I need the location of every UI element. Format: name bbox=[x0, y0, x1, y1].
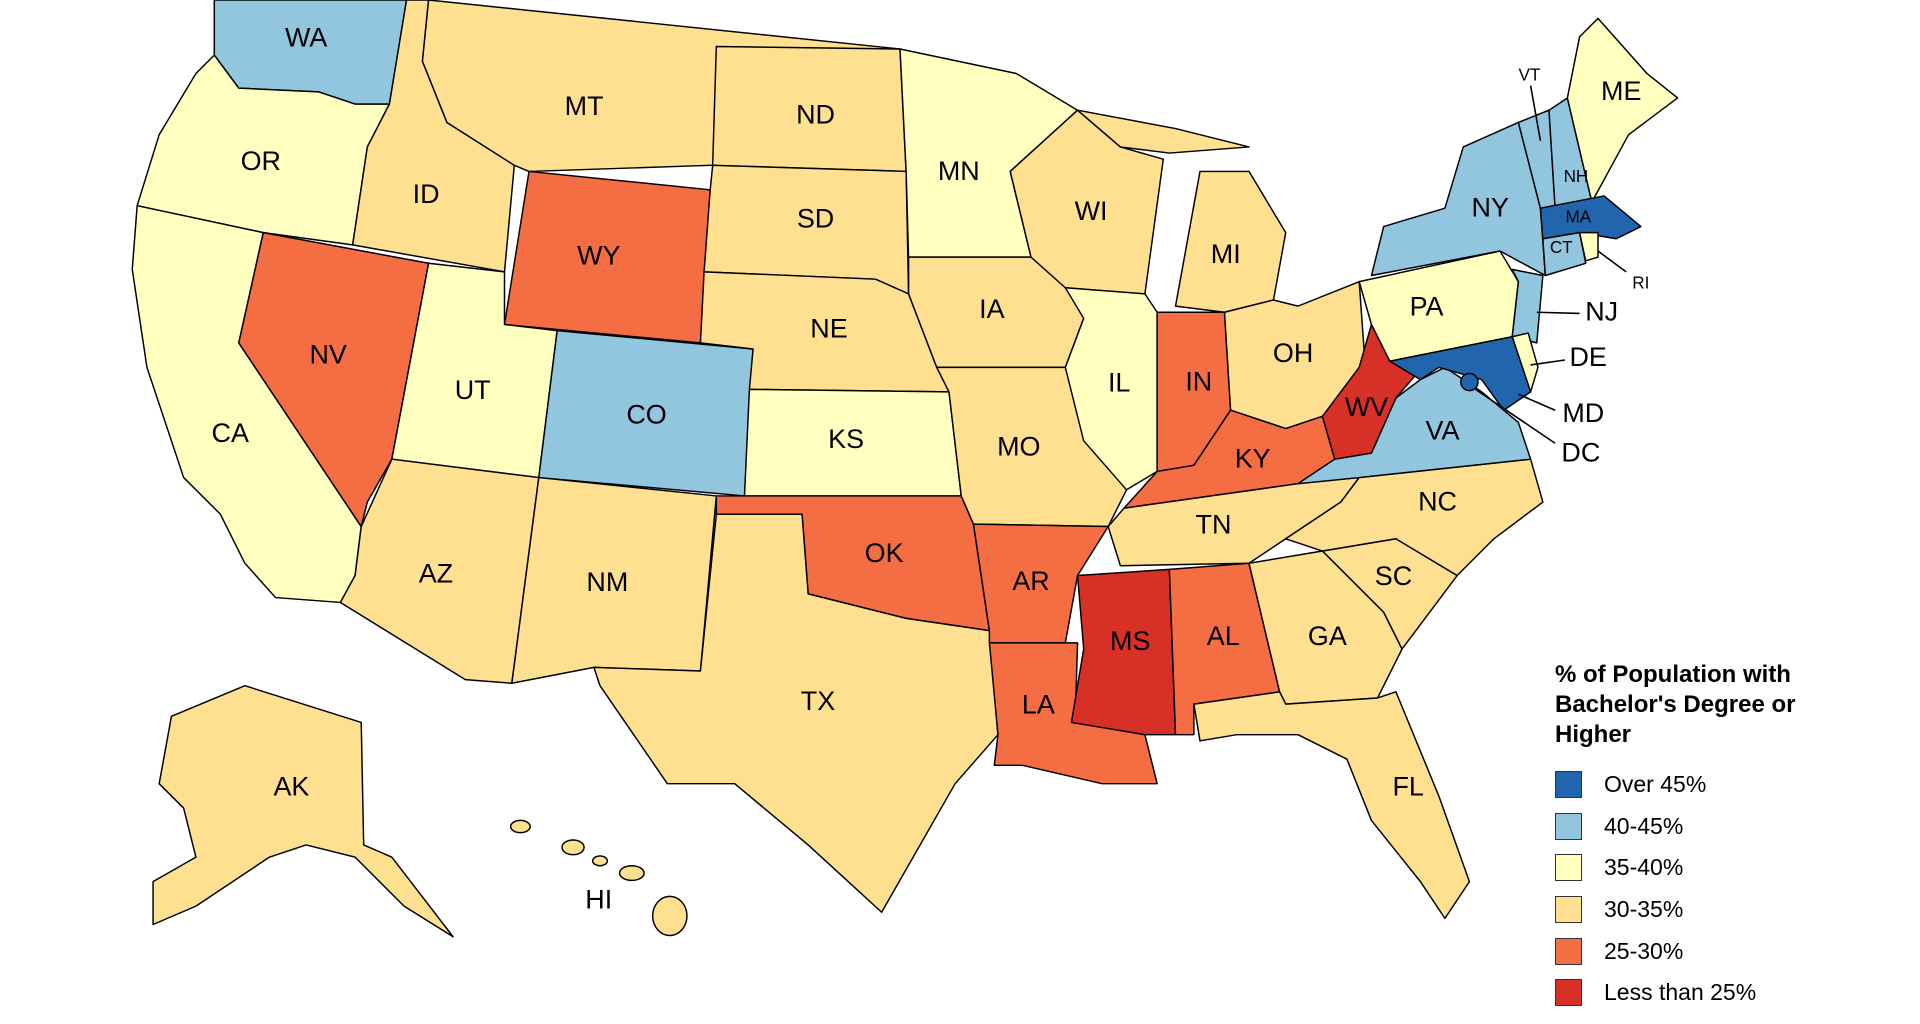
state-label: SD bbox=[797, 204, 834, 234]
state-label: IN bbox=[1185, 366, 1212, 396]
state-label: NM bbox=[586, 567, 628, 597]
leader-line bbox=[1530, 359, 1566, 366]
state-shape bbox=[1064, 287, 1158, 491]
legend-swatch bbox=[1555, 937, 1582, 965]
state-shape bbox=[509, 819, 688, 937]
state-shape bbox=[1578, 231, 1599, 262]
state-shape bbox=[1076, 109, 1250, 154]
state-label: KY bbox=[1235, 444, 1271, 474]
state-shape bbox=[152, 684, 454, 938]
legend-swatch bbox=[1555, 854, 1582, 882]
legend-label: 30-35% bbox=[1604, 896, 1684, 923]
legend-title: % of Population with Bachelor's Degree o… bbox=[1555, 661, 1796, 748]
state-label: MO bbox=[997, 431, 1040, 461]
state-label: AL bbox=[1207, 621, 1240, 651]
state-label: NE bbox=[810, 314, 847, 344]
state-label: WA bbox=[285, 22, 327, 52]
state-label: FL bbox=[1392, 772, 1423, 802]
state-label: DE bbox=[1569, 342, 1606, 372]
state-label: VA bbox=[1426, 415, 1460, 445]
state-label: OH bbox=[1273, 338, 1313, 368]
legend-item: 35-40% bbox=[1555, 847, 1855, 889]
state-label: WI bbox=[1075, 196, 1108, 226]
state-shape bbox=[1370, 121, 1547, 277]
leader-line bbox=[1475, 388, 1556, 444]
legend-swatch bbox=[1555, 979, 1582, 1007]
state-label: ME bbox=[1601, 76, 1641, 106]
state-label: ND bbox=[796, 99, 835, 129]
state-label: MN bbox=[938, 156, 980, 186]
legend-item: Over 45% bbox=[1555, 764, 1855, 806]
leader-line bbox=[1536, 311, 1580, 315]
state-label: MD bbox=[1562, 398, 1604, 428]
legend-item: Less than 25% bbox=[1555, 972, 1855, 1014]
state-label: TX bbox=[801, 686, 835, 716]
leader-line bbox=[1529, 85, 1542, 141]
legend-item: 25-30% bbox=[1555, 930, 1855, 972]
state-label: ID bbox=[413, 179, 440, 209]
state-label: AZ bbox=[419, 559, 453, 589]
state-label: CA bbox=[212, 418, 249, 448]
state-label: HI bbox=[585, 884, 612, 914]
legend-label: 35-40% bbox=[1604, 854, 1684, 881]
state-label: DC bbox=[1561, 437, 1600, 467]
legend-label: Less than 25% bbox=[1604, 979, 1757, 1006]
map-group: WA OR CA NV ID MT WY UT AZ CO NM ND SD N… bbox=[131, 0, 1679, 938]
legend-label: 25-30% bbox=[1604, 937, 1684, 964]
state-shape bbox=[1566, 17, 1679, 203]
state-label: UT bbox=[455, 375, 491, 405]
legend-label: Over 45% bbox=[1604, 771, 1707, 798]
state-label: RI bbox=[1632, 273, 1649, 293]
state-label: VT bbox=[1518, 64, 1540, 84]
state-shape bbox=[1193, 691, 1471, 920]
legend-item: 30-35% bbox=[1555, 889, 1855, 931]
state-shape bbox=[593, 513, 999, 913]
legend: % of Population with Bachelor's Degree o… bbox=[1555, 660, 1855, 1014]
state-label: IA bbox=[979, 294, 1004, 324]
legend-swatch bbox=[1555, 771, 1582, 799]
state-label: MA bbox=[1566, 206, 1592, 226]
state-label: TN bbox=[1196, 510, 1232, 540]
state-label: MS bbox=[1110, 626, 1150, 656]
state-label: OK bbox=[865, 538, 904, 568]
state-label: WV bbox=[1345, 392, 1388, 422]
state-label: MI bbox=[1211, 239, 1241, 269]
legend-swatch bbox=[1555, 812, 1582, 840]
state-label: MT bbox=[565, 91, 604, 121]
state-shape bbox=[1542, 231, 1587, 277]
state-label: SC bbox=[1375, 561, 1412, 591]
state-label: NY bbox=[1472, 192, 1509, 222]
state-label: CT bbox=[1550, 237, 1573, 257]
state-label: PA bbox=[1410, 292, 1444, 322]
legend-label: 40-45% bbox=[1604, 812, 1684, 839]
state-label: KS bbox=[828, 424, 864, 454]
state-label: NV bbox=[309, 339, 346, 369]
state-label: NH bbox=[1564, 166, 1589, 186]
state-shape bbox=[1284, 458, 1544, 577]
leader-line bbox=[1518, 393, 1556, 411]
state-label: IL bbox=[1108, 368, 1130, 398]
state-label: OR bbox=[241, 146, 281, 176]
state-shape bbox=[1511, 332, 1539, 393]
legend-swatch bbox=[1555, 896, 1582, 924]
state-label: LA bbox=[1022, 690, 1055, 720]
state-label: NJ bbox=[1585, 297, 1618, 327]
state-label: CO bbox=[626, 399, 666, 429]
state-label: AR bbox=[1012, 566, 1049, 596]
leader-line bbox=[1597, 250, 1627, 273]
state-label: NC bbox=[1418, 486, 1457, 516]
legend-item: 40-45% bbox=[1555, 806, 1855, 848]
state-label: WY bbox=[577, 240, 620, 270]
state-label: GA bbox=[1308, 621, 1347, 651]
state-label: AK bbox=[273, 772, 309, 802]
state-shape bbox=[1460, 372, 1479, 392]
